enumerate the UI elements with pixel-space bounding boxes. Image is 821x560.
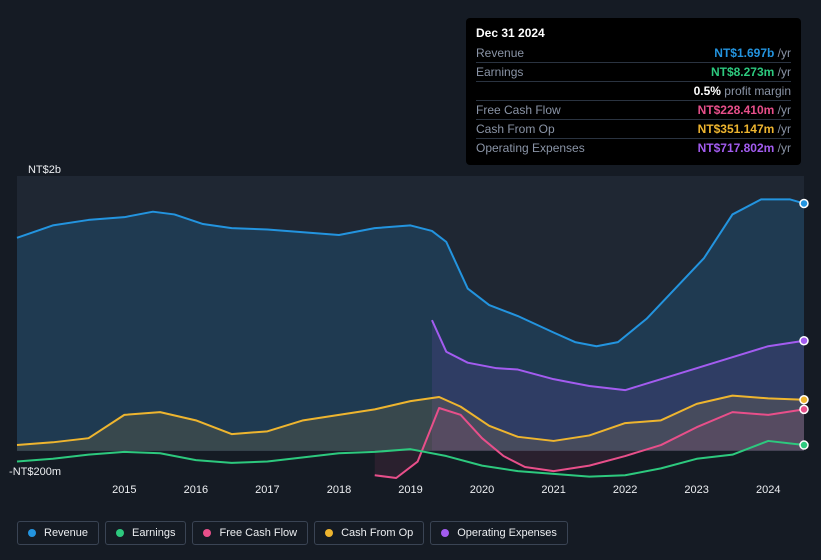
x-axis-tick: 2017 (255, 484, 279, 496)
y-axis-label: NT$2b (0, 164, 65, 176)
series-end-dot-revenue[interactable] (800, 199, 808, 207)
x-axis-tick: 2021 (541, 484, 565, 496)
series-end-dot-earnings[interactable] (800, 441, 808, 449)
legend-label: Free Cash Flow (219, 527, 297, 539)
tooltip-metric-label: Free Cash Flow (476, 103, 561, 117)
legend-label: Cash From Op (341, 527, 413, 539)
legend-dot-icon (116, 529, 124, 537)
legend-item-cash-from-op[interactable]: Cash From Op (314, 521, 424, 545)
tooltip-row: Revenue NT$1.697b /yr (476, 44, 791, 62)
legend-label: Operating Expenses (457, 527, 557, 539)
tooltip-metric-label: Operating Expenses (476, 141, 585, 155)
tooltip-metric-label: Earnings (476, 65, 523, 79)
legend-item-operating-expenses[interactable]: Operating Expenses (430, 521, 568, 545)
tooltip-row: Earnings NT$8.273m /yr (476, 62, 791, 81)
tooltip-metric-label: Cash From Op (476, 122, 555, 136)
legend-item-earnings[interactable]: Earnings (105, 521, 186, 545)
tooltip-metric-label: Revenue (476, 46, 524, 60)
tooltip-metric-value: 0.5% profit margin (694, 84, 791, 98)
tooltip-date: Dec 31 2024 (476, 26, 791, 40)
x-axis-tick: 2018 (327, 484, 351, 496)
financials-chart (17, 176, 804, 478)
tooltip-metric-value: NT$717.802m /yr (698, 141, 791, 155)
legend-item-revenue[interactable]: Revenue (17, 521, 99, 545)
legend-item-free-cash-flow[interactable]: Free Cash Flow (192, 521, 308, 545)
series-end-dot-cash-from-op[interactable] (800, 396, 808, 404)
tooltip-metric-value: NT$228.410m /yr (698, 103, 791, 117)
legend-dot-icon (441, 529, 449, 537)
legend-dot-icon (203, 529, 211, 537)
tooltip-metric-value: NT$1.697b /yr (714, 46, 791, 60)
x-axis-tick: 2015 (112, 484, 136, 496)
x-axis-tick: 2019 (398, 484, 422, 496)
series-end-dot-operating-expenses[interactable] (800, 337, 808, 345)
x-axis-tick: 2023 (684, 484, 708, 496)
x-axis-tick: 2024 (756, 484, 780, 496)
legend-label: Revenue (44, 527, 88, 539)
metrics-tooltip: Dec 31 2024 Revenue NT$1.697b /yr Earnings… (466, 18, 801, 165)
tooltip-row: Cash From Op NT$351.147m /yr (476, 119, 791, 138)
tooltip-row: Operating Expenses NT$717.802m /yr (476, 138, 791, 157)
x-axis-tick: 2022 (613, 484, 637, 496)
tooltip-metric-value: NT$8.273m /yr (711, 65, 791, 79)
tooltip-metric-value: NT$351.147m /yr (698, 122, 791, 136)
legend-dot-icon (28, 529, 36, 537)
tooltip-row: 0.5% profit margin (476, 81, 791, 100)
legend-label: Earnings (132, 527, 175, 539)
chart-legend: Revenue Earnings Free Cash Flow Cash From O… (17, 521, 568, 545)
series-end-dot-free-cash-flow[interactable] (800, 405, 808, 413)
x-axis-tick: 2020 (470, 484, 494, 496)
x-axis-tick: 2016 (184, 484, 208, 496)
legend-dot-icon (325, 529, 333, 537)
tooltip-row: Free Cash Flow NT$228.410m /yr (476, 100, 791, 119)
